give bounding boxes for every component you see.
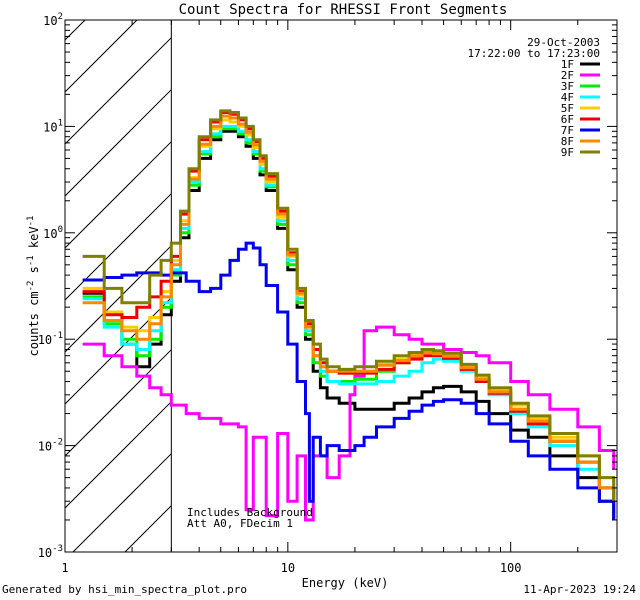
y-tick-label-base: 10 bbox=[38, 333, 52, 347]
time-range-label: 17:22:00 to 17:23:00 bbox=[468, 47, 600, 60]
hatch-line bbox=[124, 505, 172, 552]
legend-label-5F: 5F bbox=[561, 102, 574, 115]
legend-label-6F: 6F bbox=[561, 113, 574, 126]
series-line-7F bbox=[82, 241, 616, 520]
y-tick-label: 102 bbox=[43, 12, 63, 28]
legend-label-8F: 8F bbox=[561, 135, 574, 148]
y-tick-label-base: 10 bbox=[38, 546, 52, 560]
series-line-9F bbox=[82, 109, 616, 502]
y-axis-label: counts cm-2 s-1 keV-1 bbox=[26, 216, 41, 357]
y-axis-label-exp1: -2 bbox=[26, 281, 36, 292]
y-tick-label-exp: -1 bbox=[52, 331, 63, 341]
y-tick-label-exp: 0 bbox=[58, 225, 63, 235]
y-tick-label-base: 10 bbox=[43, 14, 57, 28]
series-line-8F bbox=[82, 114, 616, 502]
legend-label-1F: 1F bbox=[561, 58, 574, 71]
legend-label-9F: 9F bbox=[561, 146, 574, 159]
hatch-line bbox=[65, 349, 172, 457]
generation-timestamp: 11-Apr-2023 19:24 bbox=[523, 583, 636, 596]
annotation-background: Includes Background bbox=[187, 506, 313, 519]
x-tick-label: 1 bbox=[61, 561, 68, 575]
x-axis-label: Energy (keV) bbox=[302, 576, 389, 590]
generated-by-label: Generated by hsi_min_spectra_plot.pro bbox=[2, 583, 248, 596]
y-tick-label-base: 10 bbox=[38, 440, 52, 454]
y-tick-label: 10-2 bbox=[38, 438, 63, 454]
y-tick-label-exp: -3 bbox=[52, 544, 63, 554]
y-axis-label-exp2: -1 bbox=[26, 255, 36, 266]
legend-label-2F: 2F bbox=[561, 69, 574, 82]
x-tick-label: 10 bbox=[281, 561, 295, 575]
hatch-line bbox=[65, 141, 172, 249]
y-tick-label: 101 bbox=[43, 118, 63, 134]
hatch-line bbox=[65, 37, 172, 145]
y-axis-label-mid2: keV bbox=[27, 226, 41, 255]
hatch-line bbox=[72, 453, 172, 552]
y-tick-label: 10-3 bbox=[38, 544, 63, 560]
y-tick-label: 10-1 bbox=[38, 331, 63, 347]
y-tick-label-exp: 2 bbox=[58, 12, 63, 22]
hatch-line bbox=[65, 401, 172, 509]
hatch-line bbox=[65, 89, 172, 197]
date-label: 29-Oct-2003 bbox=[527, 36, 600, 49]
hatch-line bbox=[65, 20, 86, 41]
y-axis-label-mid1: s bbox=[27, 266, 41, 280]
y-axis-label-base: counts cm bbox=[27, 291, 41, 356]
legend-label-7F: 7F bbox=[561, 124, 574, 137]
plot-frame bbox=[64, 19, 618, 553]
hatch-line bbox=[65, 297, 172, 405]
legend-label-3F: 3F bbox=[561, 80, 574, 93]
y-tick-label-exp: -2 bbox=[52, 438, 63, 448]
hatch-line bbox=[65, 193, 172, 301]
hatch-line bbox=[65, 20, 138, 93]
series-lines bbox=[82, 109, 616, 522]
y-tick-label-base: 10 bbox=[43, 227, 57, 241]
x-tick-label: 100 bbox=[500, 561, 522, 575]
hatch-line bbox=[65, 245, 172, 353]
excluded-energy-hatch bbox=[65, 20, 172, 552]
y-tick-label-exp: 1 bbox=[58, 118, 63, 128]
y-tick-label-base: 10 bbox=[43, 120, 57, 134]
chart-title: Count Spectra for RHESSI Front Segments bbox=[179, 2, 508, 18]
y-tick-label: 100 bbox=[43, 225, 63, 241]
legend-label-4F: 4F bbox=[561, 91, 574, 104]
annotation-attenuator: Att A0, FDecim 1 bbox=[187, 517, 293, 530]
y-axis-label-exp3: -1 bbox=[26, 216, 36, 227]
